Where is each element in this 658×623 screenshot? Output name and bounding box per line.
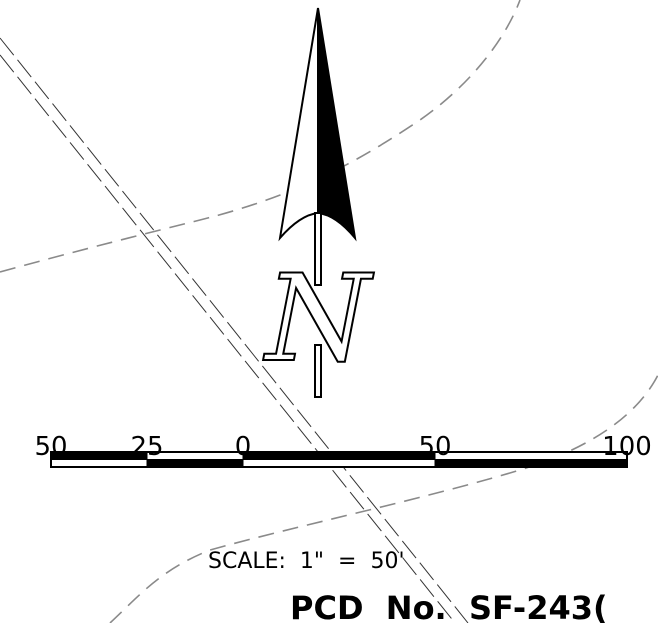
north-arrow-right-half bbox=[317, 7, 357, 242]
contour-line-lower bbox=[109, 374, 658, 623]
scale-bar-tick-labels: 50 25 0 50 100 bbox=[34, 432, 651, 462]
row-line-2 bbox=[0, 37, 469, 623]
scale-bar-segment-top bbox=[435, 452, 627, 460]
north-arrow-shaft-lower bbox=[314, 344, 322, 398]
scale-bar: 50 25 0 50 100 bbox=[34, 432, 652, 468]
scale-bar-segments bbox=[51, 452, 627, 467]
scale-tick-label: 25 bbox=[130, 432, 163, 462]
scale-tick-label: 0 bbox=[235, 432, 252, 462]
scale-tick-label: 50 bbox=[418, 432, 451, 462]
north-arrow-left-half bbox=[278, 7, 319, 242]
scale-bar-segment-bottom bbox=[147, 459, 243, 467]
scale-bar-segment-bottom bbox=[51, 459, 147, 467]
north-arrow-shaft-upper bbox=[314, 212, 322, 286]
north-letter: N bbox=[263, 250, 375, 389]
scale-bar-segment-top bbox=[243, 452, 435, 460]
scale-bar-frame bbox=[50, 451, 628, 468]
drawing-reference-number: PCD No. SF-243( bbox=[290, 589, 608, 623]
contour-line-upper bbox=[0, 0, 521, 273]
scale-bar-segment-bottom bbox=[243, 459, 435, 467]
scale-bar-segment-top bbox=[147, 452, 243, 460]
north-arrow-icon: N bbox=[262, 7, 376, 398]
scale-statement: SCALE: 1" = 50' bbox=[208, 549, 405, 574]
scale-bar-segment-top bbox=[51, 452, 147, 460]
row-line-1 bbox=[0, 54, 456, 623]
scale-bar-segment-bottom bbox=[435, 459, 627, 467]
scale-tick-label: 50 bbox=[34, 432, 67, 462]
scale-tick-label: 100 bbox=[602, 432, 652, 462]
right-of-way-lines bbox=[0, 37, 469, 623]
